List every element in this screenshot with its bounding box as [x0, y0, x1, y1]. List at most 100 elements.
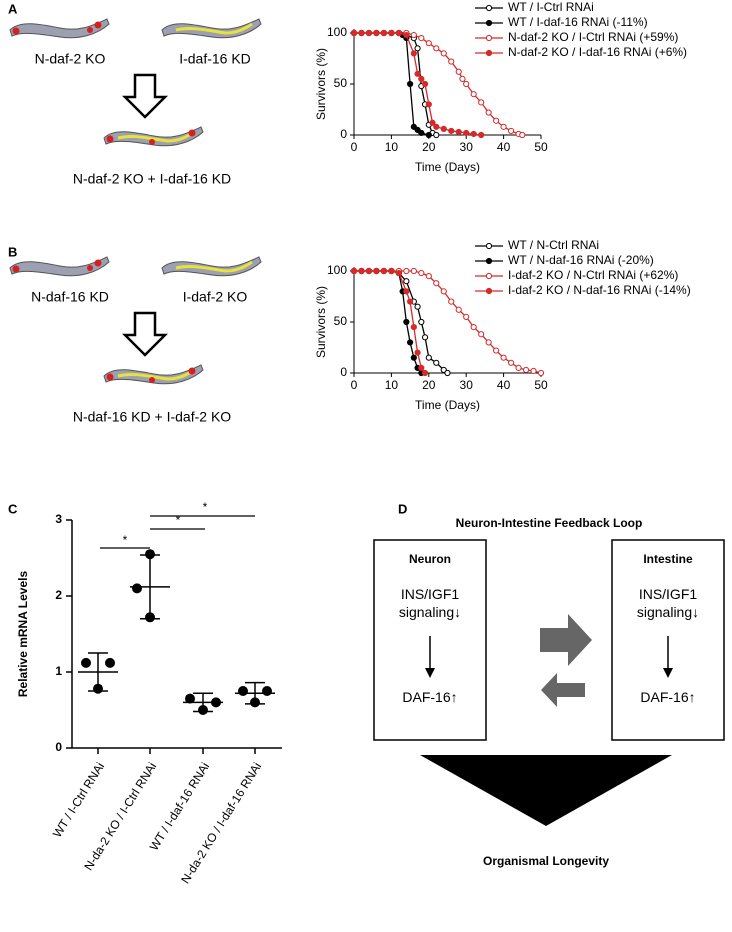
legend-marker — [485, 49, 493, 57]
box-title: Intestine — [643, 552, 693, 566]
y-tick-label: 50 — [334, 76, 348, 90]
y-axis-title: Relative mRNA Levels — [16, 571, 30, 698]
point — [373, 29, 380, 37]
point — [414, 45, 421, 52]
point — [350, 267, 358, 275]
x-tick-label: 20 — [422, 140, 436, 154]
point — [455, 68, 462, 75]
legend-label: WT / N-daf-16 RNAi (-20%) — [508, 253, 654, 267]
point — [403, 318, 410, 326]
legend-marker — [485, 4, 493, 12]
point — [425, 354, 432, 361]
panel-label: B — [8, 244, 17, 259]
point — [455, 128, 462, 136]
significance-brackets — [100, 515, 255, 549]
x-tick-label: 0 — [351, 140, 358, 154]
y-tick-label: 100 — [327, 25, 347, 39]
legend-marker — [485, 34, 493, 42]
legend-marker — [485, 242, 493, 250]
point — [421, 80, 429, 88]
box-output: DAF-16↑ — [402, 689, 458, 705]
arrows — [420, 614, 673, 826]
worm-label: N-daf-16 KD — [31, 289, 109, 305]
x-tick-label: 40 — [497, 140, 511, 154]
point — [537, 369, 545, 377]
y-tick-label: 0 — [340, 365, 347, 379]
point — [403, 31, 410, 39]
point — [145, 549, 155, 560]
point — [507, 127, 515, 135]
point — [380, 267, 388, 275]
point — [358, 267, 365, 275]
worm-label: I-daf-2 KO — [183, 289, 248, 305]
point — [455, 306, 462, 313]
point — [185, 693, 195, 704]
point — [485, 339, 492, 346]
worm — [162, 19, 261, 38]
point — [414, 303, 421, 310]
point — [421, 334, 429, 341]
worm — [10, 257, 109, 276]
point — [418, 364, 425, 371]
point — [395, 269, 402, 277]
legend-label: I-daf-2 KO / N-daf-16 RNAi (-14%) — [508, 283, 691, 297]
worm — [162, 257, 261, 276]
point — [493, 347, 500, 354]
point — [350, 29, 358, 37]
legend-marker — [485, 257, 493, 265]
point — [262, 686, 272, 696]
x-axis-title: Time (Days) — [415, 398, 480, 412]
point — [507, 359, 515, 366]
box — [611, 539, 725, 741]
point — [515, 364, 522, 371]
point — [373, 267, 380, 275]
box — [373, 539, 487, 741]
point — [425, 101, 432, 108]
point — [470, 91, 477, 98]
point — [395, 29, 402, 37]
point — [410, 31, 417, 39]
legend-label: N-daf-2 KO / I-daf-16 RNAi (+6%) — [508, 45, 687, 59]
point — [448, 127, 455, 135]
box-output: DAF-16↑ — [640, 689, 696, 705]
point — [500, 123, 507, 130]
box-signal: INS/IGF1 signaling↓ — [398, 586, 462, 620]
y-tick-label: 100 — [327, 263, 347, 277]
point — [403, 267, 410, 275]
point — [81, 657, 91, 668]
significance-star: * — [203, 500, 208, 514]
y-tick-label: 0 — [55, 740, 62, 754]
y-tick-label: 0 — [340, 127, 347, 141]
x-axis-title: Time (Days) — [415, 160, 480, 174]
point — [530, 367, 537, 375]
point — [433, 123, 440, 130]
point — [418, 318, 425, 326]
point — [433, 131, 440, 139]
x-tick-label: 10 — [385, 378, 399, 392]
point — [132, 583, 142, 594]
point — [410, 50, 417, 57]
panel-label: D — [398, 501, 407, 516]
point — [238, 686, 248, 696]
point — [93, 683, 103, 694]
point — [410, 324, 417, 331]
point — [105, 657, 115, 668]
point — [493, 117, 500, 124]
worm — [104, 365, 203, 384]
x-tick-label: 20 — [422, 378, 436, 392]
point — [418, 269, 425, 277]
point — [433, 280, 440, 287]
point — [410, 354, 417, 361]
worm-label: N-daf-2 KO + I-daf-16 KD — [73, 171, 231, 187]
point — [414, 70, 421, 77]
point — [388, 29, 395, 37]
significance-star: * — [123, 533, 128, 547]
legend-marker — [485, 272, 493, 280]
legend-label: WT / N-Ctrl RNAi — [508, 238, 599, 252]
worm — [10, 19, 109, 38]
point — [380, 29, 388, 37]
point — [478, 331, 485, 338]
worm-label: N-daf-16 KD + I-daf-2 KO — [73, 409, 231, 425]
